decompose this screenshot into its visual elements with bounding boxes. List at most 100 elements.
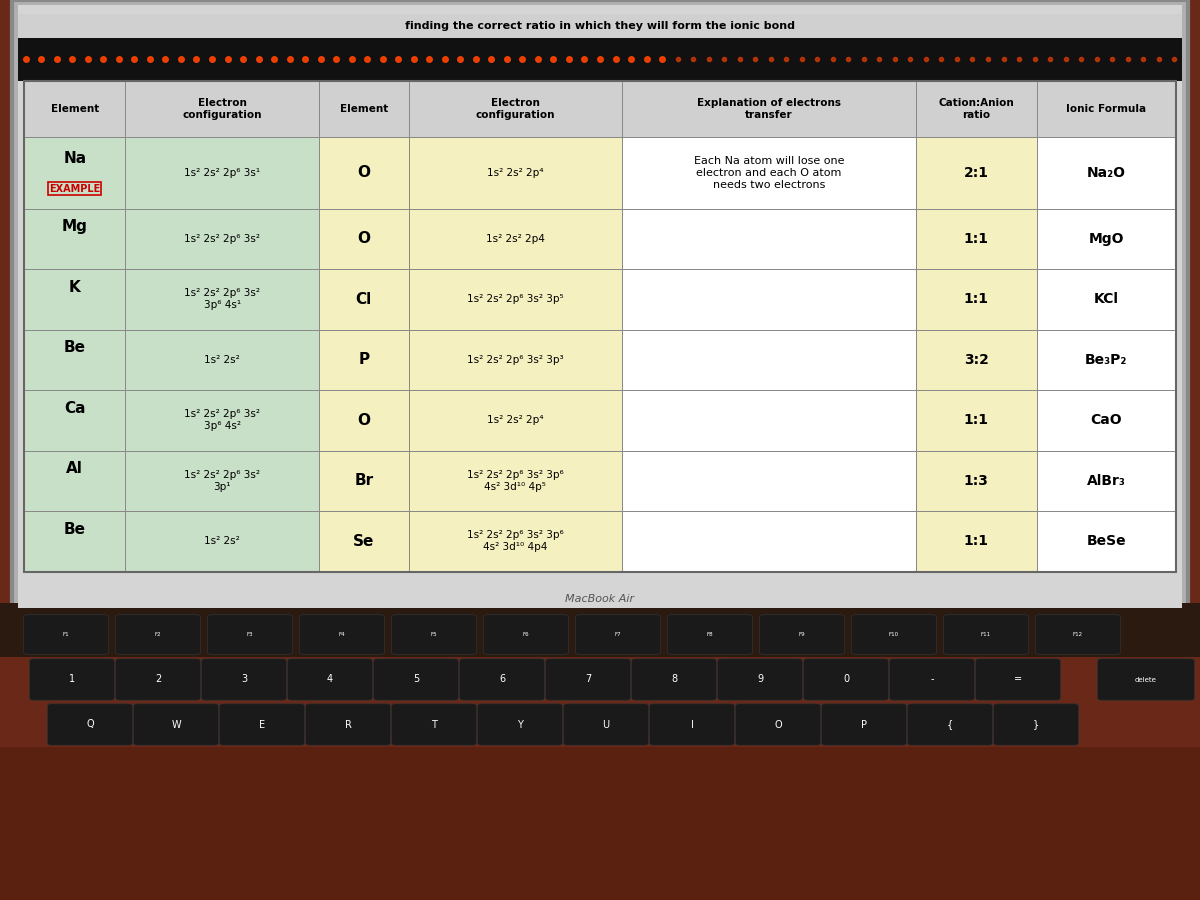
Text: Electron
configuration: Electron configuration (475, 98, 556, 120)
FancyBboxPatch shape (115, 615, 200, 654)
Text: }: } (1033, 719, 1039, 730)
Bar (1037, 451, 1176, 511)
Text: F7: F7 (614, 632, 622, 637)
Bar (622, 138, 916, 209)
FancyBboxPatch shape (460, 659, 545, 700)
Bar (24, 269, 125, 329)
FancyBboxPatch shape (208, 615, 293, 654)
FancyBboxPatch shape (288, 659, 373, 700)
Bar (916, 209, 1037, 269)
Bar (319, 390, 409, 451)
Text: CaO: CaO (1091, 413, 1122, 428)
FancyBboxPatch shape (220, 704, 305, 745)
Text: 6: 6 (499, 674, 505, 685)
Text: =: = (1014, 674, 1022, 685)
Text: T: T (431, 719, 437, 730)
Text: 8: 8 (671, 674, 677, 685)
Text: 3:2: 3:2 (964, 353, 989, 367)
Bar (622, 269, 916, 329)
FancyBboxPatch shape (47, 704, 132, 745)
Text: F8: F8 (707, 632, 713, 637)
Bar (1037, 81, 1176, 138)
Bar (125, 451, 319, 511)
Bar (1037, 390, 1176, 451)
Text: MacBook Air: MacBook Air (565, 593, 635, 604)
Text: E: E (259, 719, 265, 730)
Bar (125, 209, 319, 269)
FancyBboxPatch shape (1036, 615, 1121, 654)
FancyBboxPatch shape (852, 615, 937, 654)
Bar (0, 603, 1200, 657)
Bar (319, 451, 409, 511)
Bar (12, 0, 1188, 612)
FancyBboxPatch shape (391, 615, 476, 654)
Text: 1s² 2s² 2p⁶ 3s² 3p⁶
4s² 3d¹⁰ 4p⁵: 1s² 2s² 2p⁶ 3s² 3p⁶ 4s² 3d¹⁰ 4p⁵ (467, 470, 564, 491)
Bar (125, 390, 319, 451)
FancyBboxPatch shape (24, 615, 109, 654)
Text: 1:1: 1:1 (964, 232, 989, 246)
Text: U: U (602, 719, 610, 730)
Text: 1s² 2s² 2p⁶ 3s²
3p⁶ 4s²: 1s² 2s² 2p⁶ 3s² 3p⁶ 4s² (184, 410, 260, 431)
Text: 1:1: 1:1 (964, 413, 989, 428)
Text: Be₃P₂: Be₃P₂ (1085, 353, 1128, 367)
Bar (1037, 209, 1176, 269)
Text: 1: 1 (68, 674, 76, 685)
Bar (622, 390, 916, 451)
Bar (125, 329, 319, 390)
Bar (319, 81, 409, 138)
FancyBboxPatch shape (202, 659, 287, 700)
Bar (319, 511, 409, 572)
Text: Ca: Ca (64, 400, 85, 416)
FancyBboxPatch shape (718, 659, 803, 700)
Bar (916, 511, 1037, 572)
Text: 5: 5 (413, 674, 419, 685)
Text: Explanation of electrons
transfer: Explanation of electrons transfer (697, 98, 841, 120)
FancyBboxPatch shape (306, 704, 391, 745)
Bar (24, 81, 125, 138)
Text: O: O (358, 231, 371, 247)
Bar (916, 329, 1037, 390)
Bar (1037, 329, 1176, 390)
Text: 1s² 2s² 2p⁶ 3s² 3p³: 1s² 2s² 2p⁶ 3s² 3p³ (467, 355, 564, 365)
FancyBboxPatch shape (576, 615, 661, 654)
FancyBboxPatch shape (545, 659, 631, 700)
FancyBboxPatch shape (760, 615, 845, 654)
Bar (622, 81, 916, 138)
Text: O: O (358, 166, 371, 181)
Text: Element: Element (340, 104, 388, 114)
Text: delete: delete (1135, 677, 1157, 682)
Text: 4: 4 (326, 674, 334, 685)
FancyBboxPatch shape (391, 704, 476, 745)
Text: Cl: Cl (355, 292, 372, 307)
Text: BeSe: BeSe (1086, 535, 1126, 548)
Bar (24, 138, 125, 209)
FancyBboxPatch shape (133, 704, 218, 745)
Text: EXAMPLE: EXAMPLE (49, 184, 101, 194)
FancyBboxPatch shape (484, 615, 569, 654)
Bar (24, 81, 1176, 572)
Text: 1s² 2s² 2p⁶ 3s²: 1s² 2s² 2p⁶ 3s² (184, 234, 260, 244)
Bar (18, 4, 1182, 608)
Bar (18, 14, 1182, 38)
Bar (125, 81, 319, 138)
Bar (1037, 138, 1176, 209)
Text: F2: F2 (155, 632, 161, 637)
Text: 1s² 2s² 2p⁶ 3s²
3p¹: 1s² 2s² 2p⁶ 3s² 3p¹ (184, 470, 260, 491)
Text: F4: F4 (338, 632, 346, 637)
Text: Se: Se (353, 534, 374, 549)
Bar (24, 451, 125, 511)
Bar (916, 451, 1037, 511)
Text: Q: Q (86, 719, 94, 730)
Bar (125, 269, 319, 329)
Bar (409, 511, 622, 572)
Text: 1s² 2s² 2p⁶ 3s² 3p⁵: 1s² 2s² 2p⁶ 3s² 3p⁵ (467, 294, 564, 304)
FancyBboxPatch shape (667, 615, 752, 654)
Bar (916, 269, 1037, 329)
Text: F10: F10 (889, 632, 899, 637)
Text: I: I (690, 719, 694, 730)
Text: F5: F5 (431, 632, 437, 637)
Text: Na₂O: Na₂O (1087, 166, 1126, 180)
Text: MgO: MgO (1088, 232, 1124, 246)
Text: O: O (358, 413, 371, 428)
Text: 1s² 2s² 2p⁶ 3s¹: 1s² 2s² 2p⁶ 3s¹ (184, 168, 260, 178)
